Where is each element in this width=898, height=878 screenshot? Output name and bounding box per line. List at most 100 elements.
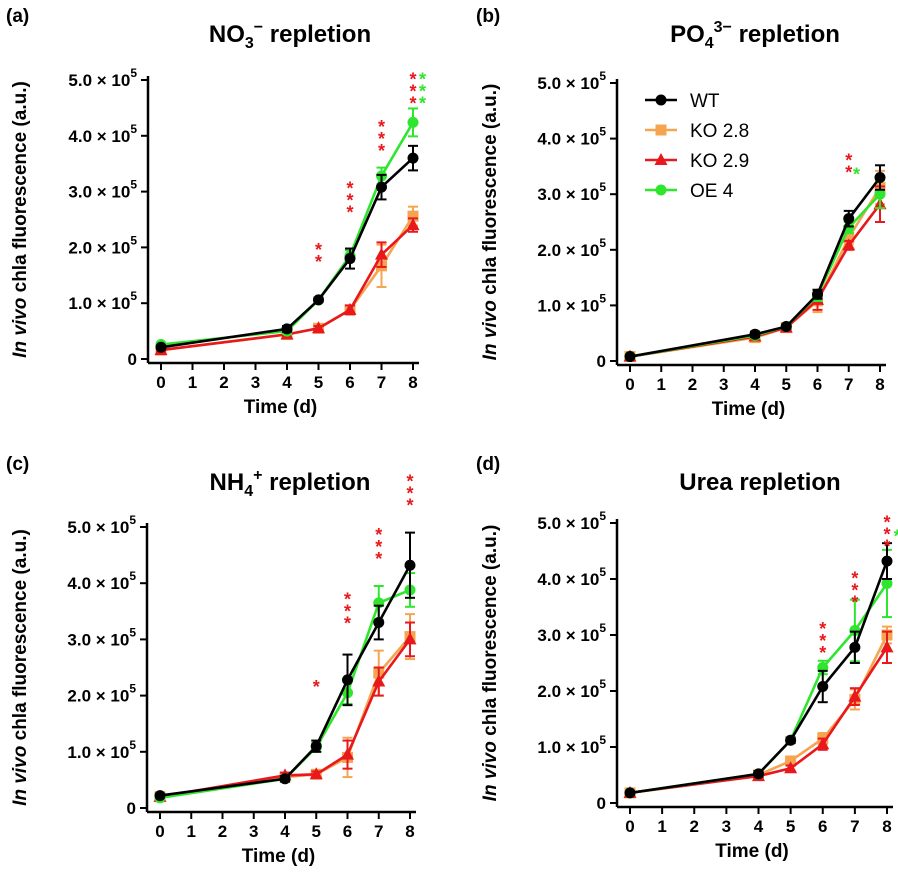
significance-star: * (344, 602, 351, 622)
y-tick-mantissa: 3.0 × 10 (68, 183, 130, 202)
x-tick-label: 0 (155, 822, 164, 841)
y-tick-mantissa: 5.0 × 10 (67, 518, 129, 537)
significance-star: * (344, 590, 351, 610)
y-tick-mantissa: 1.0 × 10 (68, 294, 130, 313)
data-point-wt (753, 768, 764, 780)
x-tick-label: 3 (722, 817, 731, 836)
legend-item-oe-4: OE 4 (645, 181, 734, 202)
data-point-wt (279, 773, 291, 785)
y-tick-exponent: 5 (599, 291, 606, 305)
x-axis-title: Time (d) (715, 841, 789, 862)
y-tick-label: 1.0 × 105 (68, 289, 137, 313)
title-rest: repletion (262, 469, 370, 496)
data-point-ko-2-9 (880, 640, 894, 653)
significance-star: * (851, 593, 858, 613)
data-point-oe-4 (849, 625, 861, 637)
y-tick-label: 2.0 × 105 (537, 677, 606, 701)
y-tick-mantissa: 2.0 × 10 (68, 238, 130, 257)
significance-star: * (344, 614, 351, 634)
x-tick-label: 5 (314, 373, 323, 392)
data-point-ko-2-9 (842, 238, 856, 251)
y-tick-exponent: 5 (599, 236, 606, 250)
significance-star: * (894, 527, 898, 547)
series-wt (154, 531, 416, 802)
title-main: Urea repletion (679, 469, 840, 496)
x-tick-label: 8 (882, 817, 891, 836)
data-point-wt (843, 213, 855, 225)
significance-star: * (378, 117, 385, 137)
y-tick-exponent: 5 (599, 180, 606, 194)
series-line-oe-4 (160, 121, 415, 346)
y-tick-mantissa: 5.0 × 10 (68, 71, 130, 90)
y-tick-mantissa: 2.0 × 10 (537, 241, 599, 260)
legend-label: KO 2.8 (690, 121, 749, 142)
x-tick-label: 6 (345, 373, 354, 392)
significance-star: * (406, 484, 413, 504)
x-tick-label: 6 (343, 822, 352, 841)
title-main: NO (209, 21, 245, 48)
series-line-ko-2-9 (159, 638, 412, 799)
title-subscript: 3 (245, 35, 254, 52)
y-tick-exponent: 5 (130, 66, 137, 80)
x-tick-label: 7 (377, 373, 386, 392)
y-tick-label: 5.0 × 105 (537, 69, 606, 93)
significance-star: * (409, 70, 416, 90)
y-tick-exponent: 5 (129, 738, 136, 752)
y-tick-mantissa: 2.0 × 10 (67, 687, 129, 706)
data-point-wt (849, 641, 861, 653)
x-axis-title: Time (d) (244, 397, 318, 418)
x-tick-label: 1 (187, 822, 196, 841)
significance-star: * (883, 513, 890, 533)
significance-star: * (845, 150, 852, 170)
data-point-ko-2-9 (312, 321, 325, 334)
data-point-ko-2-9 (309, 767, 323, 780)
significance-mark: * * * (344, 590, 351, 634)
significance-star: * (346, 190, 353, 210)
y-tick-exponent: 5 (599, 125, 606, 139)
x-tick-label: 2 (690, 817, 699, 836)
data-point-oe-4 (881, 577, 893, 589)
x-tick-label: 3 (719, 375, 728, 394)
data-point-wt (376, 181, 387, 193)
y-tick-label: 0 (128, 350, 137, 369)
y-tick-exponent: 5 (130, 289, 137, 303)
y-axis-title-italic: In vivo (10, 746, 31, 806)
y-tick-label: 2.0 × 105 (537, 236, 606, 260)
x-tick-label: 3 (249, 822, 258, 841)
y-tick-label: 3.0 × 105 (537, 180, 606, 204)
y-tick-exponent: 5 (599, 621, 606, 635)
y-axis-title-rest: chla fluorescence (a.u.) (10, 529, 31, 745)
data-point-wt (624, 351, 636, 363)
y-tick-mantissa: 4.0 × 10 (67, 574, 129, 593)
y-tick-exponent: 5 (130, 233, 137, 247)
data-point-ko-2-8 (407, 210, 419, 222)
legend-item-ko-2-9: KO 2.9 (645, 151, 749, 172)
significance-star: * (406, 472, 413, 492)
significance-star: * (851, 569, 858, 589)
significance-mark: * * * (406, 472, 413, 516)
y-axis-title-italic: In vivo (480, 300, 501, 360)
y-axis-title: In vivo chla fluorescence (a.u.) (480, 84, 501, 361)
significance-star: * (883, 537, 890, 557)
x-tick-label: 0 (625, 375, 634, 394)
legend-marker (655, 94, 667, 106)
data-point-wt (404, 559, 416, 571)
data-point-wt (313, 294, 324, 306)
series-line-wt (159, 564, 412, 797)
x-tick-label: 4 (754, 817, 764, 836)
data-point-wt (155, 341, 167, 353)
significance-star: * (819, 619, 826, 639)
x-tick-label: 4 (280, 822, 290, 841)
significance-mark: * * * (819, 619, 826, 663)
significance-mark: * (313, 677, 320, 697)
x-tick-label: 6 (813, 375, 822, 394)
y-axis-title-rest: chla fluorescence (a.u.) (10, 81, 31, 297)
y-tick-exponent: 5 (129, 682, 136, 696)
significance-star: * (406, 496, 413, 516)
series-wt (155, 144, 419, 353)
x-tick-label: 8 (408, 373, 417, 392)
data-point-wt (785, 734, 797, 746)
y-tick-mantissa: 2.0 × 10 (537, 682, 599, 701)
